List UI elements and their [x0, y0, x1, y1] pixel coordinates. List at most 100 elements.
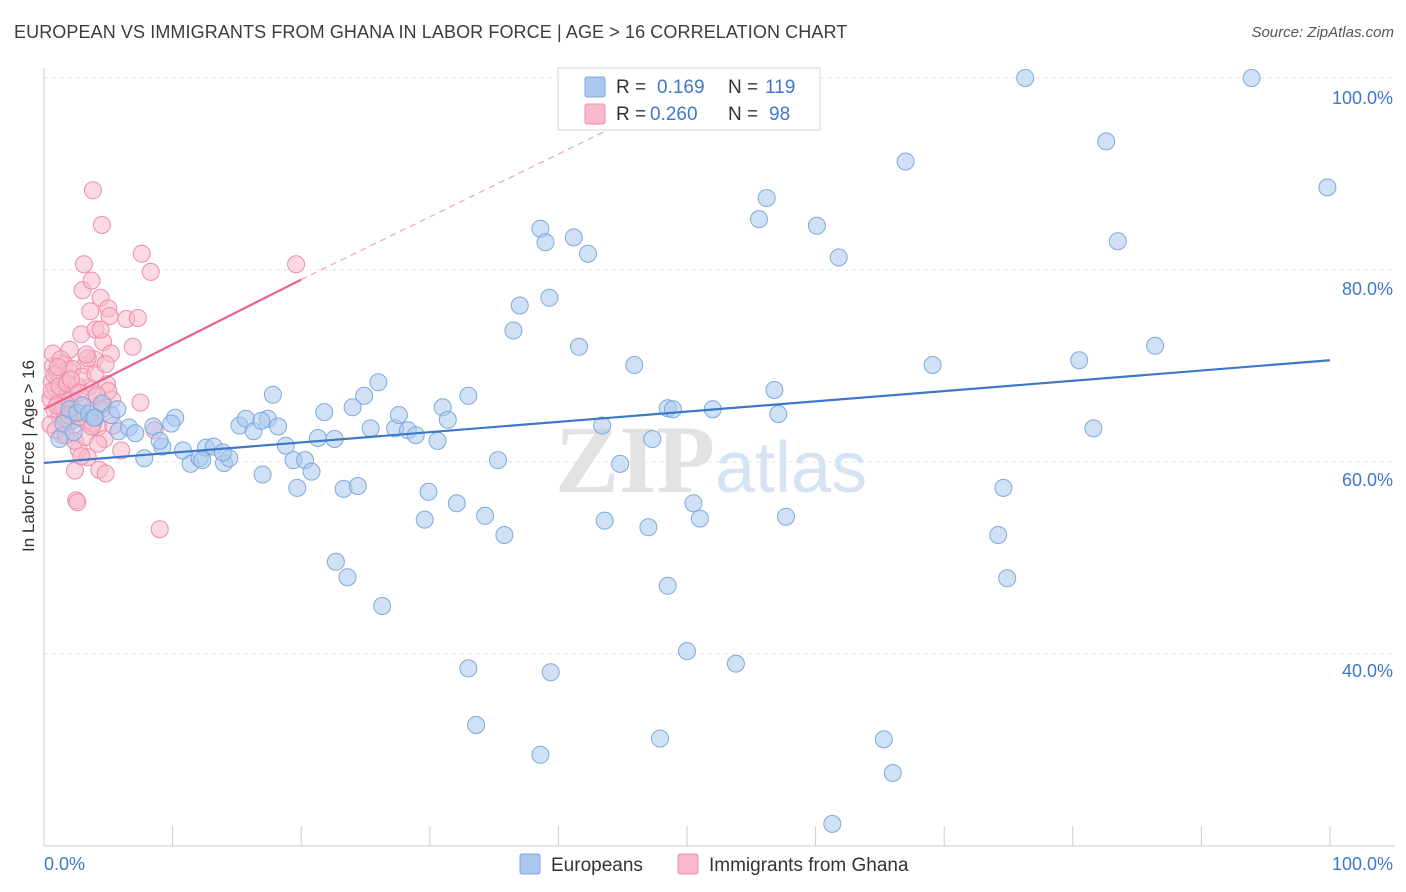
bottom-legend-label-ghana: Immigrants from Ghana — [709, 855, 909, 876]
europeans-point — [874, 730, 893, 749]
europeans-point — [1084, 419, 1103, 438]
europeans-point — [428, 431, 447, 450]
europeans-point — [459, 386, 478, 405]
europeans-point — [989, 526, 1008, 544]
europeans-point — [1318, 178, 1337, 197]
y-axis-title: In Labor Force | Age > 16 — [19, 360, 38, 552]
europeans-point — [438, 410, 457, 429]
europeans-point — [338, 568, 357, 587]
europeans-point — [564, 228, 583, 247]
europeans-point — [302, 462, 321, 481]
europeans-point — [1146, 336, 1165, 355]
europeans-point — [726, 654, 745, 673]
gridlines — [44, 77, 1395, 655]
europeans-point — [823, 814, 842, 833]
europeans-point — [678, 642, 696, 661]
ghana-point — [96, 464, 115, 483]
bottom-legend-swatch-europeans — [519, 853, 541, 875]
x-tick-label-0: 0.0% — [44, 854, 85, 874]
watermark-zip: ZIP — [555, 406, 715, 513]
legend-r-label-2: R = — [616, 104, 646, 125]
ghana-points-layer — [41, 181, 306, 539]
europeans-point — [651, 729, 669, 748]
ghana-point — [77, 345, 96, 364]
europeans-point — [126, 424, 145, 443]
europeans-point — [447, 494, 466, 513]
europeans-point — [85, 408, 104, 427]
ghana-point — [141, 262, 160, 281]
europeans-point — [643, 430, 662, 448]
europeans-point — [1070, 351, 1089, 370]
watermark-atlas: atlas — [715, 428, 867, 508]
europeans-point — [326, 552, 345, 571]
ghana-point — [287, 255, 306, 274]
europeans-point — [373, 597, 392, 615]
europeans-point — [593, 416, 612, 435]
europeans-point — [1097, 132, 1116, 151]
ghana-point — [91, 320, 110, 339]
europeans-point — [923, 356, 942, 374]
bottom-legend-label-europeans: Europeans — [551, 855, 643, 876]
ghana-point — [123, 337, 142, 356]
europeans-point — [663, 400, 682, 419]
europeans-point — [896, 152, 915, 171]
europeans-point — [467, 716, 486, 734]
europeans-point — [348, 477, 367, 495]
europeans-point — [263, 385, 282, 404]
y-tick-label-100: 100.0% — [1332, 88, 1393, 108]
europeans-point — [64, 423, 83, 442]
ghana-point — [72, 447, 91, 466]
ghana-regression-line — [43, 278, 302, 411]
europeans-point — [476, 506, 495, 525]
europeans-point — [807, 216, 826, 235]
europeans-point — [369, 373, 388, 392]
europeans-point — [150, 431, 169, 450]
legend-swatch-europeans — [584, 76, 606, 98]
ghana-point — [68, 493, 87, 512]
europeans-point — [361, 419, 380, 438]
europeans-point — [625, 356, 644, 374]
ghana-point — [74, 255, 93, 274]
europeans-point — [419, 482, 438, 501]
europeans-point — [1108, 232, 1127, 251]
europeans-point — [269, 417, 288, 436]
legend-r-label-1: R = — [616, 77, 646, 98]
ghana-point — [62, 370, 80, 389]
y-tick-label-40: 40.0% — [1342, 661, 1393, 681]
ghana-point — [96, 355, 115, 374]
europeans-point — [415, 510, 434, 529]
ghana-point — [81, 302, 100, 321]
europeans-point — [343, 398, 362, 417]
source-label: Source: ZipAtlas.com — [1251, 24, 1394, 41]
europeans-point — [639, 518, 658, 537]
europeans-point — [253, 465, 272, 484]
europeans-points-layer — [50, 69, 1337, 833]
europeans-point — [495, 526, 514, 544]
europeans-point — [994, 478, 1013, 497]
europeans-point — [1016, 69, 1035, 87]
europeans-point — [541, 663, 560, 682]
x-axis-ticks — [43, 826, 1331, 846]
europeans-point — [611, 454, 630, 473]
europeans-point — [308, 429, 327, 447]
x-tick-label-100: 100.0% — [1332, 854, 1393, 874]
europeans-point — [998, 569, 1017, 588]
legend-n-label-1: N = — [728, 77, 758, 98]
y-tick-label-80: 80.0% — [1342, 279, 1393, 299]
legend-n-value-ghana: 98 — [769, 104, 790, 125]
europeans-point — [769, 405, 788, 423]
europeans-point — [883, 764, 902, 782]
europeans-point — [750, 210, 768, 229]
europeans-point — [162, 414, 181, 433]
legend-r-value-europeans: 0.169 — [657, 77, 705, 98]
ghana-regression-extension — [300, 115, 636, 281]
europeans-point — [288, 478, 307, 497]
europeans-point — [406, 426, 425, 445]
series-legend: Europeans Immigrants from Ghana — [519, 853, 909, 876]
bottom-legend-swatch-ghana — [677, 853, 699, 875]
legend-r-value-ghana: 0.260 — [650, 104, 698, 125]
europeans-point — [504, 321, 523, 340]
legend-n-label-2: N = — [728, 104, 758, 125]
regression-lines — [43, 115, 1331, 465]
